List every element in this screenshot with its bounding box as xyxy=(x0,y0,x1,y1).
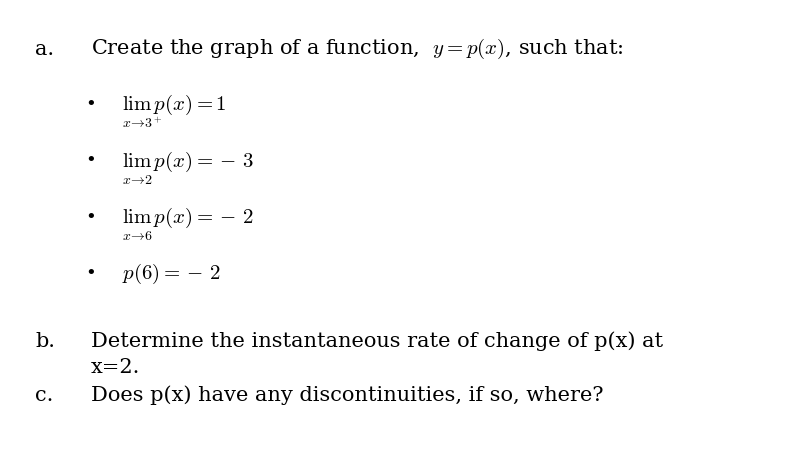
Text: b.: b. xyxy=(35,332,55,351)
Text: Create the graph of a function,  $y = p(x)$, such that:: Create the graph of a function, $y = p(x… xyxy=(91,37,623,61)
Text: $\lim\, p(x) =-\, 3$: $\lim\, p(x) =-\, 3$ xyxy=(122,149,255,174)
Text: c.: c. xyxy=(35,386,54,405)
Text: a.: a. xyxy=(35,40,54,58)
Text: $x\!\to\!3^+$: $x\!\to\!3^+$ xyxy=(122,117,163,132)
Text: •: • xyxy=(85,96,96,114)
Text: $p(6) =-\, 2$: $p(6) =-\, 2$ xyxy=(122,262,221,286)
Text: $x\!\to\!2$: $x\!\to\!2$ xyxy=(122,173,153,187)
Text: x=2.: x=2. xyxy=(91,358,140,377)
Text: $\lim\, p(x) =-\, 2$: $\lim\, p(x) =-\, 2$ xyxy=(122,205,254,230)
Text: •: • xyxy=(85,209,96,227)
Text: •: • xyxy=(85,153,96,170)
Text: $\lim\, p(x) = 1$: $\lim\, p(x) = 1$ xyxy=(122,93,227,117)
Text: •: • xyxy=(85,265,96,283)
Text: Determine the instantaneous rate of change of p(x) at: Determine the instantaneous rate of chan… xyxy=(91,332,663,351)
Text: $x\!\to\!6$: $x\!\to\!6$ xyxy=(122,229,153,243)
Text: Does p(x) have any discontinuities, if so, where?: Does p(x) have any discontinuities, if s… xyxy=(91,386,603,405)
